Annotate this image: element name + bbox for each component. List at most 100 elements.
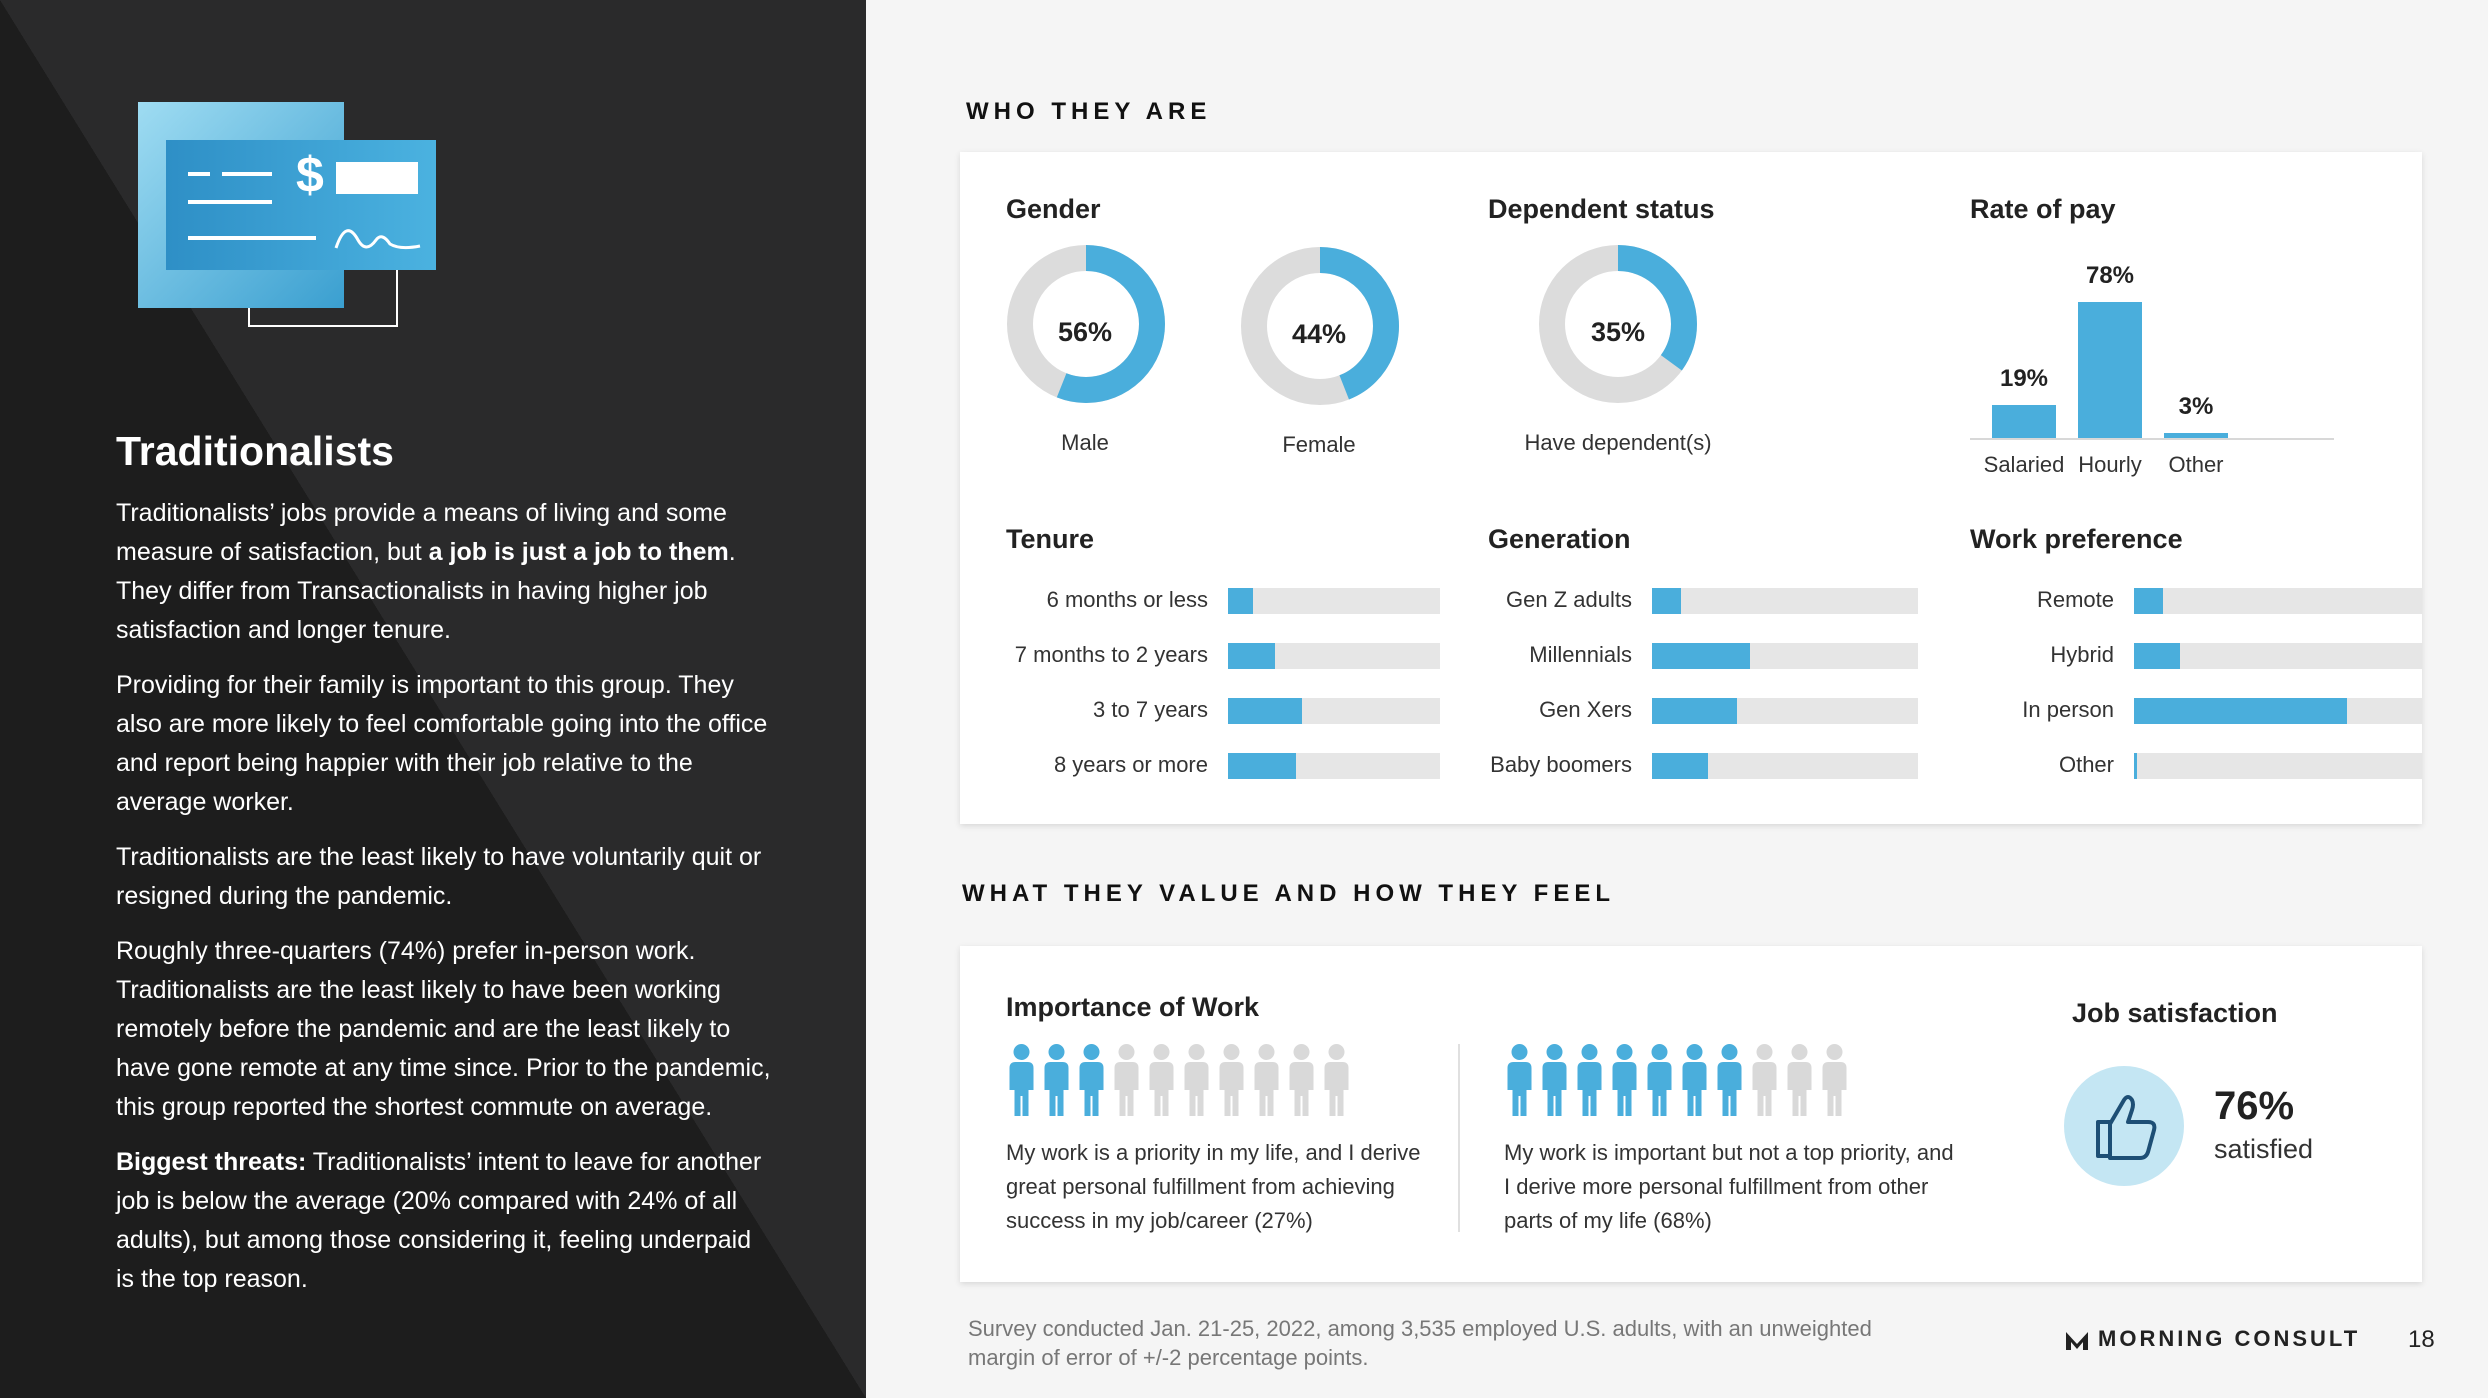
dependent-title: Dependent status xyxy=(1488,194,1715,224)
generation-row: Gen Xers xyxy=(1539,697,1918,724)
generation-row: Millennials xyxy=(1529,642,1918,669)
tenure-bar xyxy=(1228,698,1303,724)
survey-note: Survey conducted Jan. 21-25, 2022, among… xyxy=(968,1316,1872,1370)
pay-label-hourly: Hourly xyxy=(2078,452,2142,477)
paragraph-2: Providing for their family is important … xyxy=(116,671,768,816)
generation-bar xyxy=(1652,588,1682,614)
people-group-1 xyxy=(1004,1042,1354,1127)
page-title: Traditionalists xyxy=(116,428,394,474)
pay-bar-other xyxy=(2164,432,2228,438)
importance-caption-1: My work is a priority in my life, and I … xyxy=(1006,1140,1421,1233)
tenure-label: 8 years or more xyxy=(1053,752,1208,777)
pay-bar-salaried xyxy=(1992,404,2056,438)
workpref-track xyxy=(2134,643,2422,669)
male-pct: 56% xyxy=(1057,317,1113,347)
workpref-track xyxy=(2134,753,2422,779)
person-icon xyxy=(1079,1044,1104,1116)
pay-pct-salaried: 19% xyxy=(1999,364,2049,392)
dependent-donut xyxy=(1539,245,1697,403)
workpref-title: Work preference xyxy=(1970,524,2183,554)
paragraph-4: Roughly three-quarters (74%) prefer in-p… xyxy=(116,937,771,1121)
female-label: Female xyxy=(1282,432,1356,457)
importance-divider xyxy=(1458,1044,1460,1232)
tenure-bar xyxy=(1228,753,1296,779)
brand-name: MORNING CONSULT xyxy=(2098,1326,2361,1351)
generation-bar xyxy=(1652,698,1738,724)
paragraph-5: Biggest threats: Traditionalists’ intent… xyxy=(116,1143,776,1299)
generation-title: Generation xyxy=(1488,524,1631,554)
workpref-label: In person xyxy=(2022,697,2114,722)
workpref-label: Remote xyxy=(2036,587,2114,612)
paycheck-icon: $ xyxy=(138,102,436,327)
tenure-track xyxy=(1228,588,1440,614)
workpref-bar xyxy=(2134,643,2181,669)
tenure-row: 8 years or more xyxy=(1054,752,1440,779)
person-icon xyxy=(1822,1044,1847,1116)
generation-row: Baby boomers xyxy=(1490,752,1918,779)
tenure-row: 6 months or less xyxy=(1047,587,1440,614)
pay-pct-hourly: 78% xyxy=(2085,262,2135,289)
dependent-pct: 35% xyxy=(1590,317,1646,347)
description: Traditionalists’ jobs provide a means of… xyxy=(116,494,776,1315)
person-icon xyxy=(1787,1044,1812,1116)
svg-text:$: $ xyxy=(296,147,324,203)
person-icon xyxy=(1542,1044,1567,1116)
person-icon xyxy=(1219,1044,1244,1116)
tenure-row: 7 months to 2 years xyxy=(1015,642,1440,669)
left-panel: $ Traditionalists Traditionalists’ jobs … xyxy=(0,0,866,1398)
gender-female-donut xyxy=(1241,247,1399,405)
job-satisfaction-title: Job satisfaction xyxy=(2072,998,2278,1028)
tenure-label: 7 months to 2 years xyxy=(1014,642,1208,667)
p1-text-end: . They differ from Transactionalists in … xyxy=(116,538,736,644)
person-icon xyxy=(1254,1044,1279,1116)
workpref-row: In person xyxy=(2022,697,2422,724)
who-section-title: WHO THEY ARE xyxy=(966,98,1212,125)
female-pct: 44% xyxy=(1291,319,1347,349)
male-label: Male xyxy=(1061,430,1109,455)
person-icon xyxy=(1149,1044,1174,1116)
person-icon xyxy=(1612,1044,1637,1116)
morning-consult-logo-icon xyxy=(2066,1332,2088,1350)
importance-title: Importance of Work xyxy=(1006,992,1260,1022)
right-panel: WHO THEY ARE Gender 56% Male 44% Female … xyxy=(866,0,2488,1398)
threats-label: Biggest threats: xyxy=(116,1148,307,1176)
gender-title: Gender xyxy=(1006,194,1101,224)
tenure-row: 3 to 7 years xyxy=(1093,697,1440,724)
value-card: Importance of Work My work is a priority… xyxy=(960,946,2422,1282)
pay-label-salaried: Salaried xyxy=(1983,452,2065,477)
person-icon xyxy=(1324,1044,1349,1116)
page-number: 18 xyxy=(2408,1326,2435,1353)
generation-track xyxy=(1652,588,1918,614)
gender-male-donut xyxy=(1007,245,1165,403)
tenure-bar xyxy=(1228,643,1275,669)
workpref-track xyxy=(2134,588,2422,614)
person-icon xyxy=(1289,1044,1314,1116)
person-icon xyxy=(1044,1044,1069,1116)
person-icon xyxy=(1647,1044,1672,1116)
person-icon xyxy=(1752,1044,1777,1116)
tenure-label: 3 to 7 years xyxy=(1093,697,1208,722)
tenure-label: 6 months or less xyxy=(1046,587,1208,612)
generation-row: Gen Z adults xyxy=(1506,587,1918,614)
dependent-label: Have dependent(s) xyxy=(1524,430,1712,455)
pay-bar-hourly xyxy=(2078,302,2142,438)
workpref-row: Hybrid xyxy=(2050,642,2422,669)
who-card: Gender 56% Male 44% Female Dependent sta… xyxy=(960,152,2422,824)
paragraph-3: Traditionalists are the least likely to … xyxy=(116,843,762,910)
person-icon xyxy=(1682,1044,1707,1116)
pay-label-other: Other xyxy=(2168,452,2224,477)
workpref-label: Other xyxy=(2058,752,2114,777)
threats-text: Traditionalists’ intent to leave for ano… xyxy=(116,1148,762,1293)
workpref-bar xyxy=(2134,588,2163,614)
importance-caption-2: My work is important but not a top prior… xyxy=(1504,1140,1954,1233)
generation-label: Millennials xyxy=(1529,642,1632,667)
workpref-row: Other xyxy=(2059,752,2422,779)
generation-label: Gen Z adults xyxy=(1506,587,1632,612)
tenure-bar xyxy=(1228,588,1254,614)
pay-pct-other: 3% xyxy=(2178,392,2214,420)
generation-label: Baby boomers xyxy=(1490,752,1632,777)
person-icon xyxy=(1507,1044,1532,1116)
person-icon xyxy=(1184,1044,1209,1116)
person-icon xyxy=(1717,1044,1742,1116)
tenure-title: Tenure xyxy=(1006,524,1095,554)
